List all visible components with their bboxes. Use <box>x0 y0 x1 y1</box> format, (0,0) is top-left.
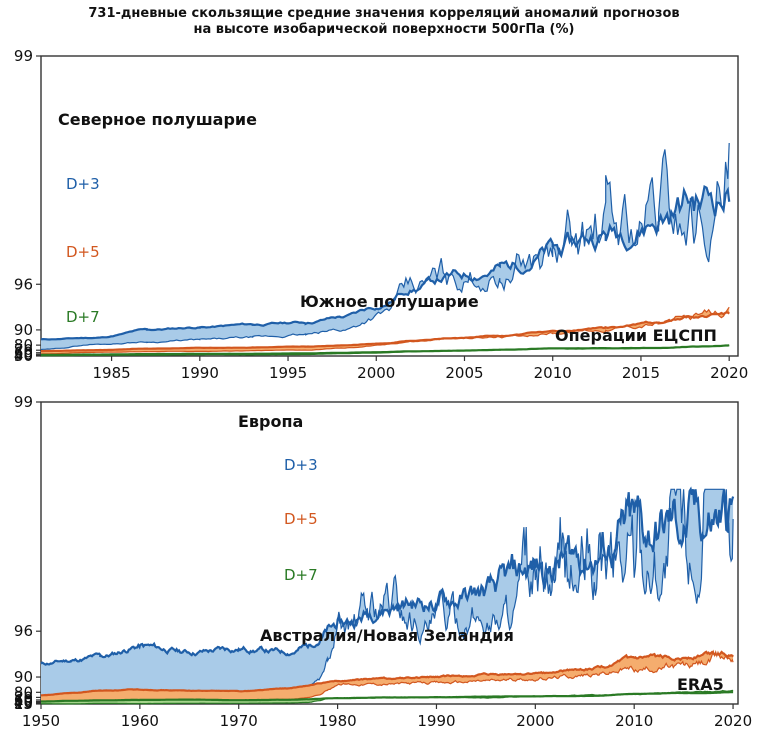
bottom-d5-eu-line <box>41 650 734 697</box>
label-top-d7: D+7 <box>66 308 100 326</box>
annotation-layer: Северное полушарие Южное полушарие Опера… <box>58 110 724 694</box>
label-top-d3: D+3 <box>66 175 100 193</box>
top-ytick-label-3: 60 <box>14 344 33 362</box>
top-d5-nh-line <box>41 311 730 353</box>
bottom-ytick-label-6: 80 <box>14 683 33 701</box>
bottom-xtick-label-2: 1970 <box>220 712 258 730</box>
bottom-xtick-label-6: 2010 <box>615 712 653 730</box>
bottom-d3-eu-line <box>40 486 735 666</box>
bottom-plot-frame <box>40 401 739 705</box>
top-d5-sh-line <box>40 306 730 355</box>
label-southern-hemisphere: Южное полушарие <box>300 292 479 311</box>
bottom-ytick-label-2: 40 <box>14 694 33 712</box>
top-ytick-label-0: 30 <box>14 347 33 365</box>
label-bottom-d7: D+7 <box>284 566 318 584</box>
top-d7-sh-line <box>41 344 730 357</box>
label-northern-hemisphere: Северное полушарие <box>58 110 257 129</box>
bottom-ytick-label-0: 15 <box>14 695 33 713</box>
bottom-ytick-label-5: 70 <box>14 688 33 706</box>
top-xtick-label-6: 2015 <box>622 364 660 382</box>
bottom-ytick-label-4: 60 <box>14 691 33 709</box>
label-ecmwf-operations: Операции ЕЦСПП <box>555 326 717 345</box>
label-europe: Европа <box>238 412 303 431</box>
top-ytick-label-4: 70 <box>14 341 33 359</box>
bottom-ytick-label-9: 99 <box>14 393 33 411</box>
bottom-xtick-label-3: 1980 <box>319 712 357 730</box>
bottom-ytick-label-8: 96 <box>14 622 33 640</box>
chart-title-line-1: 731-дневные скользящие средние значения … <box>88 6 680 21</box>
top-xtick-label-4: 2005 <box>445 364 483 382</box>
top-d3-nh-line <box>40 185 731 341</box>
top-xtick-label-2: 1995 <box>269 364 307 382</box>
top-xtick-label-0: 1985 <box>92 364 130 382</box>
top-plot-frame <box>40 55 739 357</box>
label-bottom-d5: D+5 <box>284 510 318 528</box>
bottom-ytick-label-1: 25 <box>14 695 33 713</box>
label-era5: ERA5 <box>677 675 724 694</box>
chart-title-line-2: на высоте изобарической поверхности 500г… <box>193 22 575 37</box>
bottom-ytick-label-3: 50 <box>14 692 33 710</box>
top-ytick-label-5: 80 <box>14 336 33 354</box>
bottom-xtick-label-4: 1990 <box>417 712 455 730</box>
bottom-d7-anz-line <box>41 689 734 705</box>
top-ytick-label-1: 40 <box>14 346 33 364</box>
bottom-xtick-label-7: 2020 <box>714 712 752 730</box>
top-xtick-label-3: 2000 <box>357 364 395 382</box>
bottom-d3-band <box>41 489 734 696</box>
label-top-d5: D+5 <box>66 243 100 261</box>
label-australia-new-zealand: Австралия/Новая Зеландия <box>260 626 514 645</box>
top-ytick-label-6: 90 <box>14 321 33 339</box>
top-ytick-label-2: 50 <box>14 345 33 363</box>
top-d3-sh-line <box>40 142 730 351</box>
top-d3-band <box>41 143 730 350</box>
top-xtick-label-1: 1990 <box>181 364 219 382</box>
bottom-xtick-label-5: 2000 <box>516 712 554 730</box>
top-ytick-label-7: 96 <box>14 275 33 293</box>
bottom-xtick-label-1: 1960 <box>121 712 159 730</box>
label-bottom-d3: D+3 <box>284 456 318 474</box>
bottom-xtick-label-0: 1950 <box>22 712 60 730</box>
top-xtick-label-5: 2010 <box>534 364 572 382</box>
top-xtick-label-7: 2020 <box>710 364 748 382</box>
bottom-ytick-label-7: 90 <box>14 668 33 686</box>
top-ytick-label-8: 99 <box>14 47 33 65</box>
